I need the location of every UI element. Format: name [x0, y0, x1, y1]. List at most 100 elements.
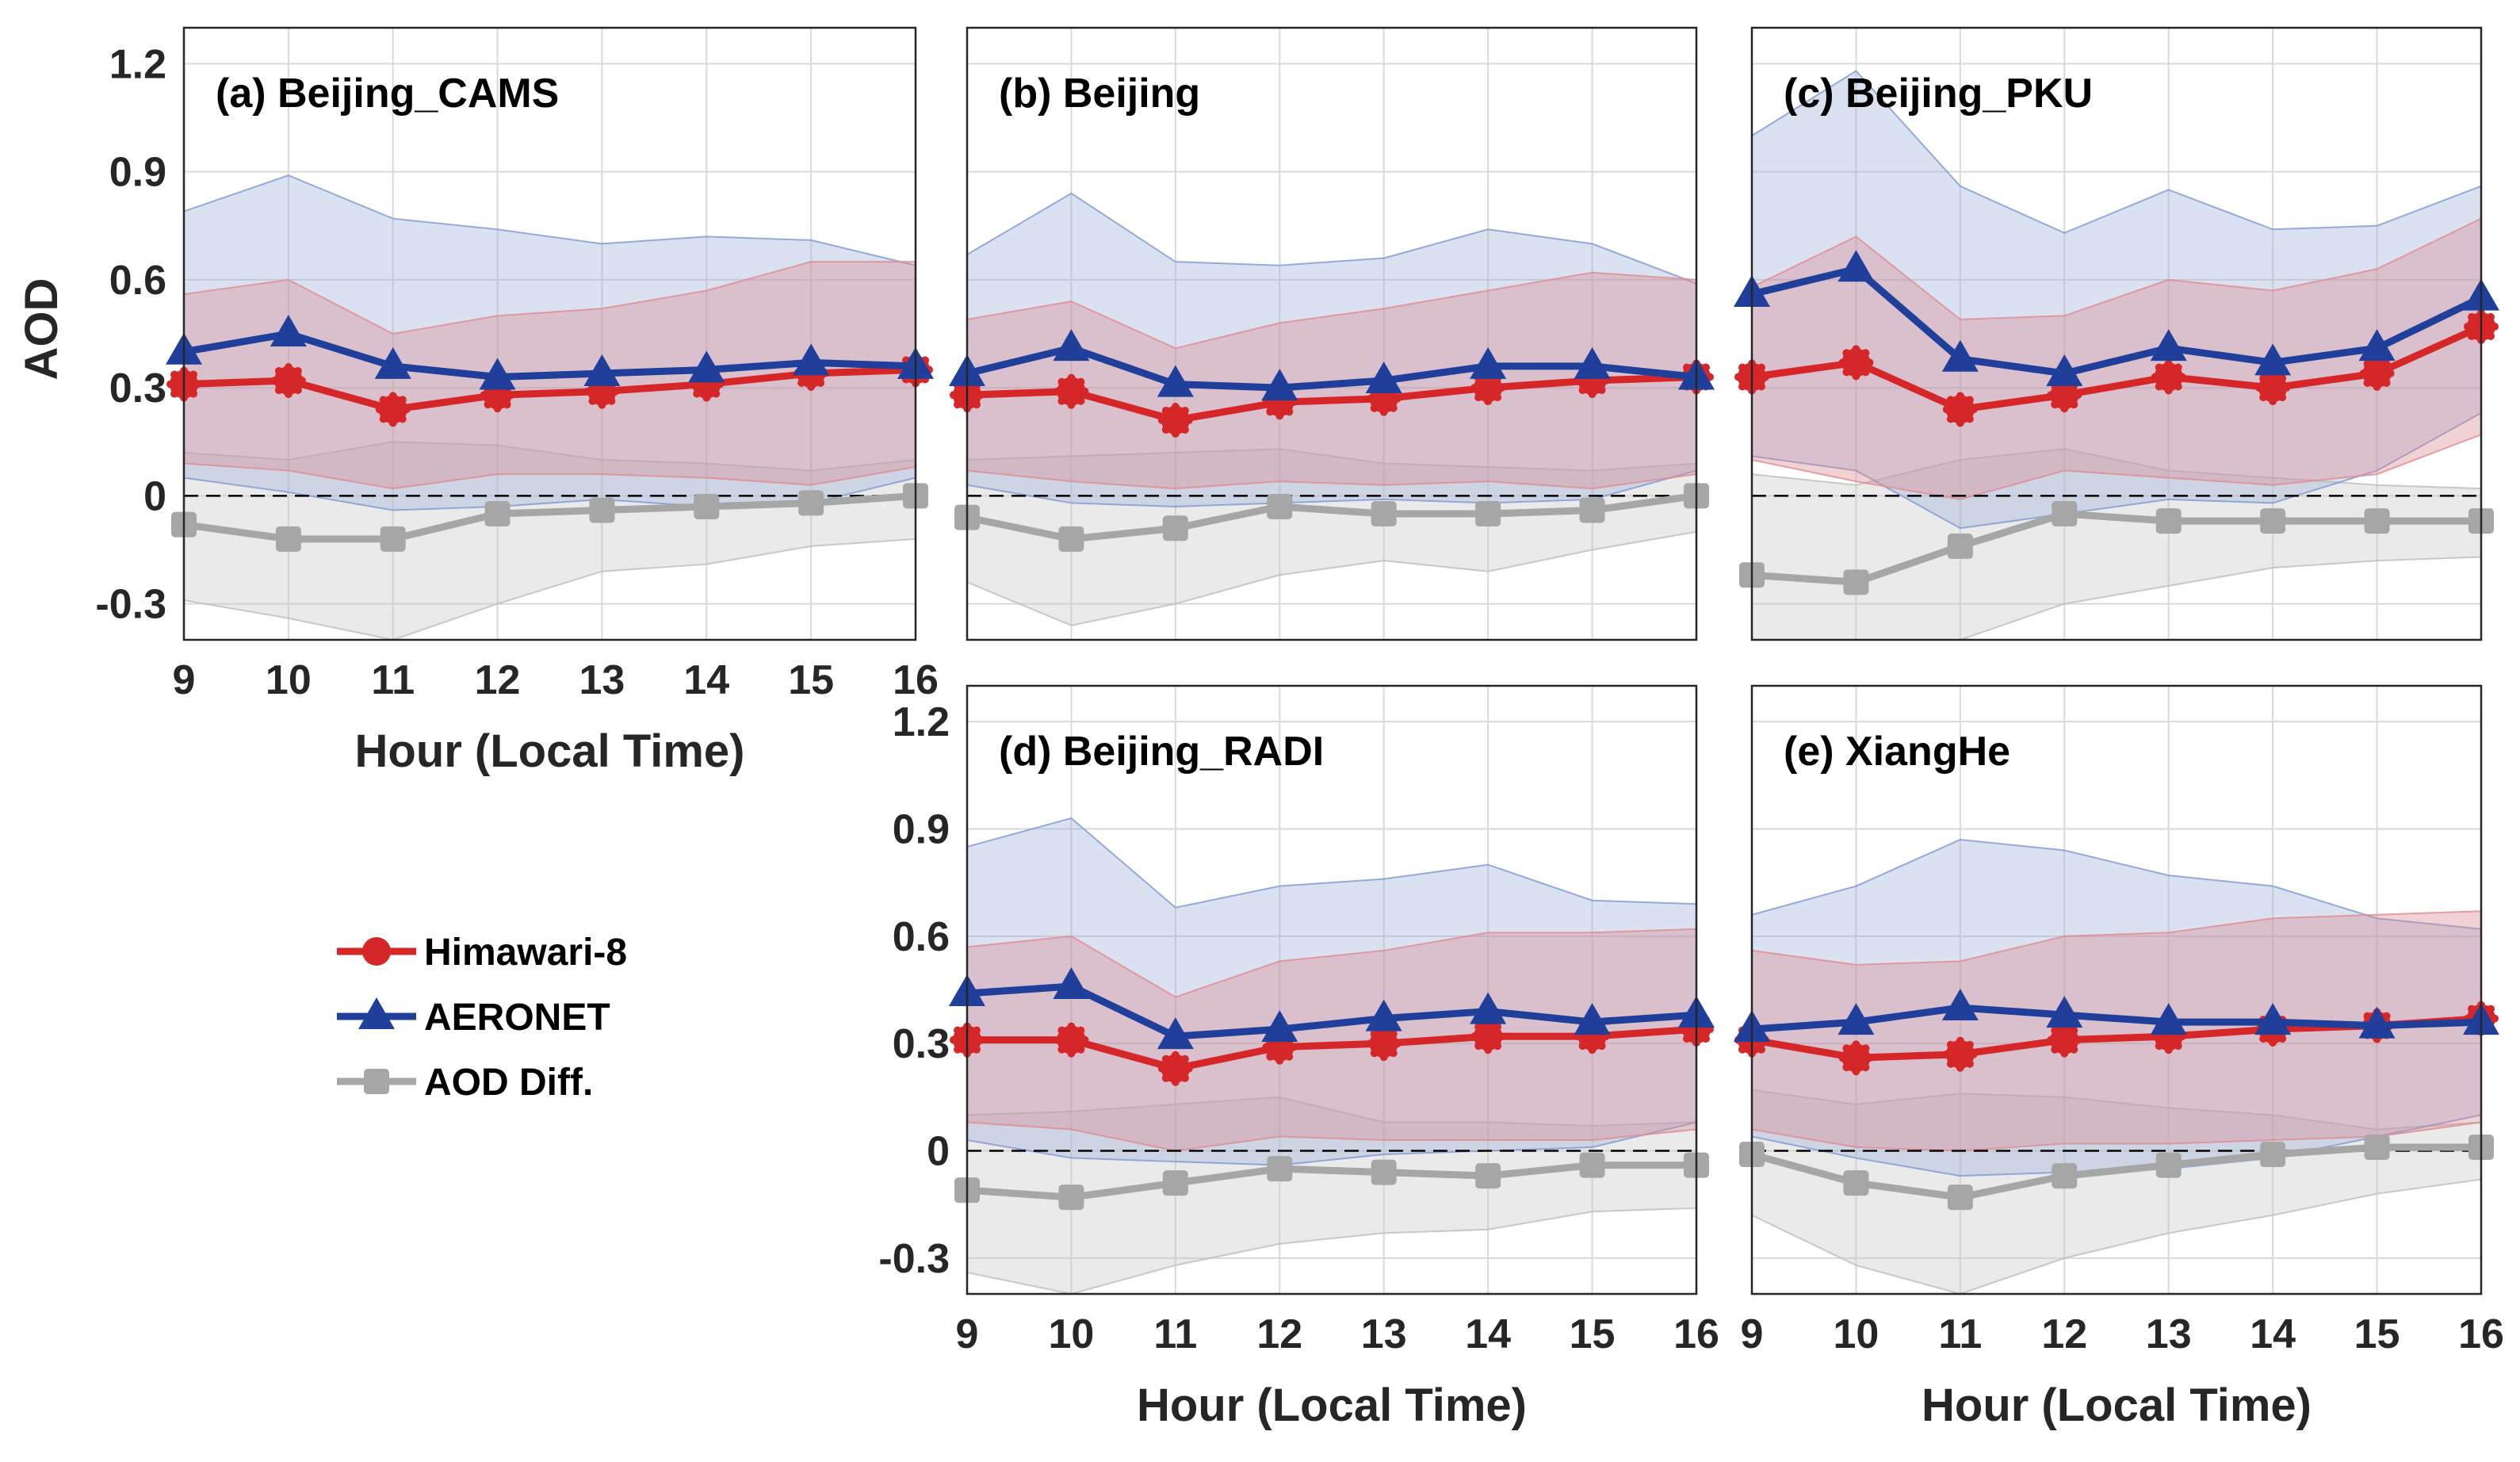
himawari-point-tooth: [1842, 368, 1851, 377]
himawari-point-tooth: [1289, 1043, 1298, 1051]
diff-point: [1843, 569, 1869, 595]
x-tick-label: 10: [1049, 1311, 1095, 1357]
legend-item-aeronet: AERONET: [337, 997, 610, 1039]
plot-area: [1752, 838, 2481, 1294]
diff-point: [1267, 493, 1293, 519]
himawari-band-lower-edge: [967, 469, 1696, 490]
himawari-point-tooth: [1474, 393, 1483, 402]
himawari-point-tooth: [1470, 384, 1479, 392]
aeronet-band-upper-edge: [1752, 70, 2481, 234]
himawari-point-tooth: [2155, 1042, 2163, 1051]
himawari-point-tooth: [1393, 1039, 1401, 1048]
himawari-point-tooth: [2363, 359, 2372, 368]
himawari-point-tooth: [953, 1045, 962, 1054]
aeronet-point: [1470, 992, 1507, 1024]
himawari-point-tooth: [388, 392, 397, 400]
legend-marker: [364, 1069, 389, 1094]
himawari-point-tooth: [1852, 1067, 1860, 1076]
aeronet-point: [2150, 1003, 2187, 1035]
aeronet-band-upper-edge: [967, 192, 1696, 285]
diff-point: [1267, 1156, 1293, 1182]
himawari-point-tooth: [1578, 1042, 1587, 1051]
himawari-point-tooth: [1946, 1059, 1955, 1068]
himawari-point-tooth: [503, 400, 511, 409]
himawari-point-tooth: [1838, 358, 1847, 367]
panel-3: (d) Beijing_RADI -0.3 0 0.3 0.6 0.9 1.2 9 10 11 12…: [878, 684, 1719, 1431]
himawari-point-tooth: [953, 1026, 962, 1035]
panel-frame: [1750, 684, 2483, 1296]
x-tick-label: 15: [2354, 1311, 2400, 1357]
himawari-point-tooth: [1484, 397, 1493, 406]
diff-band-lower-edge: [1752, 1178, 2481, 1294]
himawari-point-tooth: [1757, 1045, 1766, 1054]
himawari-point-tooth: [2464, 322, 2472, 331]
himawari-point-tooth: [1865, 1054, 1874, 1062]
himawari-point-tooth: [2491, 1014, 2499, 1023]
himawari-point-tooth: [1370, 404, 1379, 412]
himawari-point-tooth: [977, 1035, 985, 1044]
aeronet-band-upper-edge: [184, 174, 916, 266]
y-tick-label: 1.2: [893, 699, 950, 745]
aeronet-point: [1261, 369, 1298, 401]
himawari-point-tooth: [1076, 1045, 1085, 1054]
himawari-point-tooth: [1370, 1030, 1379, 1039]
panel-2: (c) Beijing_PKU: [1734, 26, 2499, 641]
legend-label: Himawari-8: [424, 932, 627, 974]
legend-marker: [358, 997, 395, 1029]
himawari-band-upper-edge: [967, 928, 1696, 998]
x-tick-label: 12: [2041, 1311, 2087, 1357]
himawari-point-tooth: [274, 367, 283, 376]
diff-point: [1162, 515, 1188, 542]
panel-frame: [966, 26, 1698, 641]
himawari-point-tooth: [950, 391, 958, 400]
himawari-point-tooth: [2060, 404, 2069, 413]
himawari-point-tooth: [1588, 1046, 1597, 1054]
himawari-point-tooth: [797, 378, 806, 387]
himawari-point-tooth: [2259, 374, 2268, 383]
y-tick-label: -0.3: [878, 1236, 950, 1282]
himawari-point-tooth: [1969, 1050, 1978, 1058]
panel-frame: [182, 26, 917, 641]
diff-line: [1750, 1143, 2481, 1201]
himawari-point-tooth: [2155, 382, 2163, 391]
himawari-point-tooth: [1852, 345, 1860, 354]
himawari-point-tooth: [807, 382, 816, 391]
aeronet-line: [183, 330, 916, 381]
himawari-point-tooth: [1161, 426, 1170, 434]
himawari-line: [966, 373, 1697, 424]
himawari-band-fill: [967, 272, 1696, 489]
himawari-point-tooth: [1054, 1035, 1062, 1044]
diff-band-fill: [967, 449, 1696, 626]
panel-title: (e) XiangHe: [1784, 729, 2010, 775]
himawari-point-tooth: [2269, 1039, 2277, 1047]
himawari-point-tooth: [284, 390, 293, 399]
himawari-point-tooth: [1180, 406, 1189, 415]
himawari-point-tooth: [1493, 393, 1502, 402]
himawari-point-tooth: [1080, 387, 1089, 396]
himawari-point-tooth: [1838, 1054, 1847, 1062]
y-tick-label: 1.2: [109, 41, 166, 87]
diff-point: [1843, 1170, 1869, 1196]
himawari-point-tooth: [398, 415, 407, 423]
himawari-point-tooth: [1057, 377, 1066, 386]
x-tick-label: 11: [1153, 1311, 1197, 1357]
aeronet-point: [270, 315, 307, 346]
himawari-point-tooth: [293, 386, 302, 395]
himawari-point-tooth: [170, 389, 178, 398]
himawari-point-tooth: [1157, 1064, 1166, 1073]
himawari-point-tooth: [480, 391, 488, 400]
himawari-point-tooth: [2373, 382, 2381, 391]
aeronet-band-lower-edge: [967, 469, 1696, 507]
himawari-point-tooth: [1379, 408, 1388, 416]
himawari-line: [1751, 323, 2483, 413]
x-tick-label: 14: [2250, 1311, 2296, 1357]
diff-line: [966, 1162, 1696, 1201]
himawari-point-tooth: [1702, 363, 1711, 372]
himawari-point-tooth: [1161, 1054, 1170, 1063]
himawari-point-tooth: [1054, 387, 1062, 396]
diff-point: [275, 526, 301, 552]
diff-point: [1162, 1170, 1188, 1196]
aeronet-point: [583, 354, 621, 386]
himawari-point-tooth: [1965, 1040, 1974, 1049]
himawari-point-tooth: [1861, 1063, 1870, 1072]
